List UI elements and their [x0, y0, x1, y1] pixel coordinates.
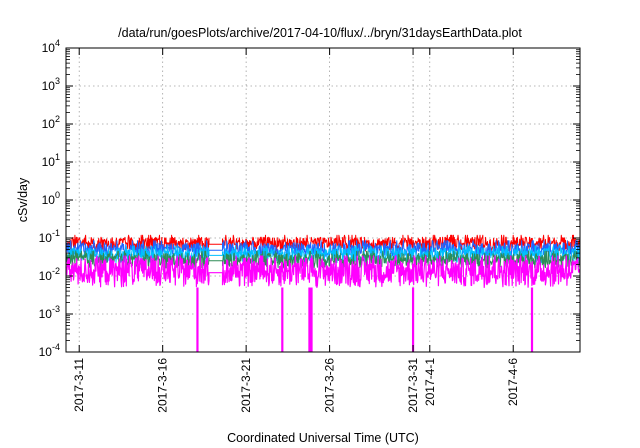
x-tick-label: 2017-4-6	[506, 358, 520, 406]
grid	[66, 48, 580, 352]
series-5-line	[65, 255, 581, 288]
y-tick-label: 10-3	[39, 304, 60, 321]
x-tick-label: 2017-3-26	[323, 358, 337, 413]
y-axis-label: cSv/day	[16, 177, 30, 222]
y-tick-label: 101	[42, 152, 60, 169]
y-tick-label: 10-1	[39, 228, 60, 245]
y-tick-label: 104	[42, 38, 60, 55]
x-tick-label: 2017-3-21	[239, 358, 253, 413]
series-4-line	[65, 250, 581, 269]
x-tick-label: 2017-3-31	[406, 358, 420, 413]
y-tick-label: 10-2	[39, 266, 60, 283]
x-axis-label: Coordinated Universal Time (UTC)	[227, 431, 419, 445]
series-layer	[65, 234, 581, 352]
x-axis-ticks: 2017-3-11 2017-3-16 2017-3-21 2017-3-26 2017…	[72, 48, 520, 413]
chart-title: /data/run/goesPlots/archive/2017-04-10/f…	[118, 26, 522, 40]
y-tick-label: 102	[42, 114, 60, 131]
x-tick-label: 2017-4-1	[423, 358, 437, 406]
y-tick-label: 103	[42, 76, 60, 93]
x-tick-label: 2017-3-11	[72, 358, 86, 412]
y-tick-label: 100	[42, 190, 60, 207]
series-3-line	[65, 245, 581, 264]
y-tick-label: 10-4	[39, 342, 60, 359]
y-axis-ticks: 10-4 10-3 10-2 10-1 100 101 102 103 104	[39, 38, 580, 359]
x-tick-label: 2017-3-16	[156, 358, 170, 413]
